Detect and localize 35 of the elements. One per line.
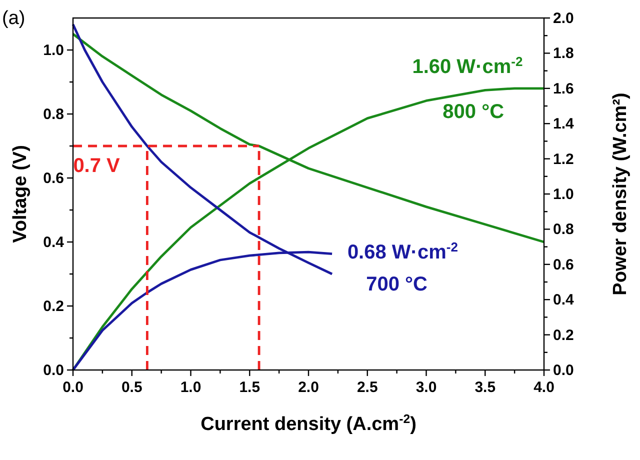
- y-tick-label: 0.6: [43, 170, 64, 187]
- x-axis-title: Current density (A.cm$^{-2}$): [200, 412, 416, 435]
- y2-axis-title: Power density (W.cm²): [610, 92, 631, 296]
- y-tick-label: 0.4: [43, 234, 65, 251]
- annotation: 1.60 W·cm$^{-2}$: [412, 54, 523, 78]
- y-tick-label: 0.0: [43, 362, 64, 379]
- x-tick-label: 2.5: [356, 379, 378, 396]
- y2-tick-label: 1.6: [553, 80, 574, 98]
- y2-tick-label: 2.0: [553, 10, 574, 27]
- y2-tick-label: 1.8: [553, 45, 574, 62]
- x-tick-label: 2.0: [298, 379, 319, 396]
- y2-tick-label: 0.2: [553, 326, 574, 344]
- y2-tick-label: 1.2: [553, 150, 574, 168]
- annotation: 0.7 V: [73, 155, 121, 178]
- x-tick-label: 0.5: [121, 379, 142, 396]
- annotation: 700 °C: [366, 274, 428, 296]
- annotation: 800 °C: [442, 100, 504, 123]
- x-tick-label: 1.5: [239, 379, 260, 396]
- y2-tick-label: 0.8: [553, 221, 574, 238]
- y2-tick-label: 0.0: [553, 362, 574, 379]
- x-tick-label: 3.0: [416, 379, 437, 396]
- y-tick-label: 1.0: [43, 42, 64, 59]
- y2-tick-label: 1.4: [553, 116, 575, 133]
- y2-tick-label: 0.6: [553, 256, 574, 274]
- chart-title: (a): [2, 8, 26, 29]
- y-tick-label: 0.2: [43, 298, 64, 315]
- annotation: 0.68 W·cm$^{-2}$: [347, 239, 458, 264]
- y2-tick-label: 1.0: [553, 186, 574, 203]
- x-tick-label: 1.0: [180, 379, 202, 396]
- x-tick-label: 0.0: [62, 379, 84, 396]
- x-tick-label: 4.0: [534, 379, 554, 396]
- y-axis-title: Voltage (V): [10, 145, 31, 243]
- y-tick-label: 0.8: [43, 106, 64, 123]
- y2-tick-label: 0.4: [553, 292, 575, 309]
- x-tick-label: 3.5: [474, 379, 496, 396]
